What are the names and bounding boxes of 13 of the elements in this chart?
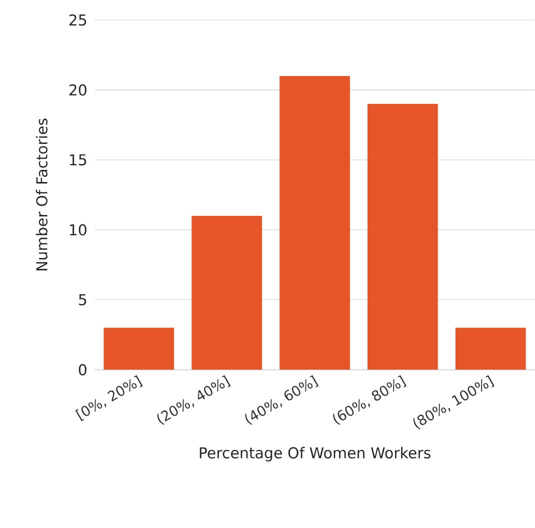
- bar: [280, 76, 350, 370]
- x-axis-title: Percentage Of Women Workers: [200, 447, 430, 462]
- bar: [368, 104, 438, 370]
- y-tick-label: 15: [70, 154, 86, 166]
- y-tick-label: 20: [69, 84, 86, 96]
- y-tick-label: 0: [78, 364, 86, 376]
- bar: [455, 328, 526, 370]
- y-tick-label: 10: [70, 224, 86, 236]
- y-axis-title: Number Of Factories: [36, 118, 48, 271]
- y-tick-label: 25: [69, 14, 86, 26]
- y-tick-label: 5: [79, 294, 86, 306]
- bar: [192, 216, 262, 370]
- bar: [104, 328, 174, 370]
